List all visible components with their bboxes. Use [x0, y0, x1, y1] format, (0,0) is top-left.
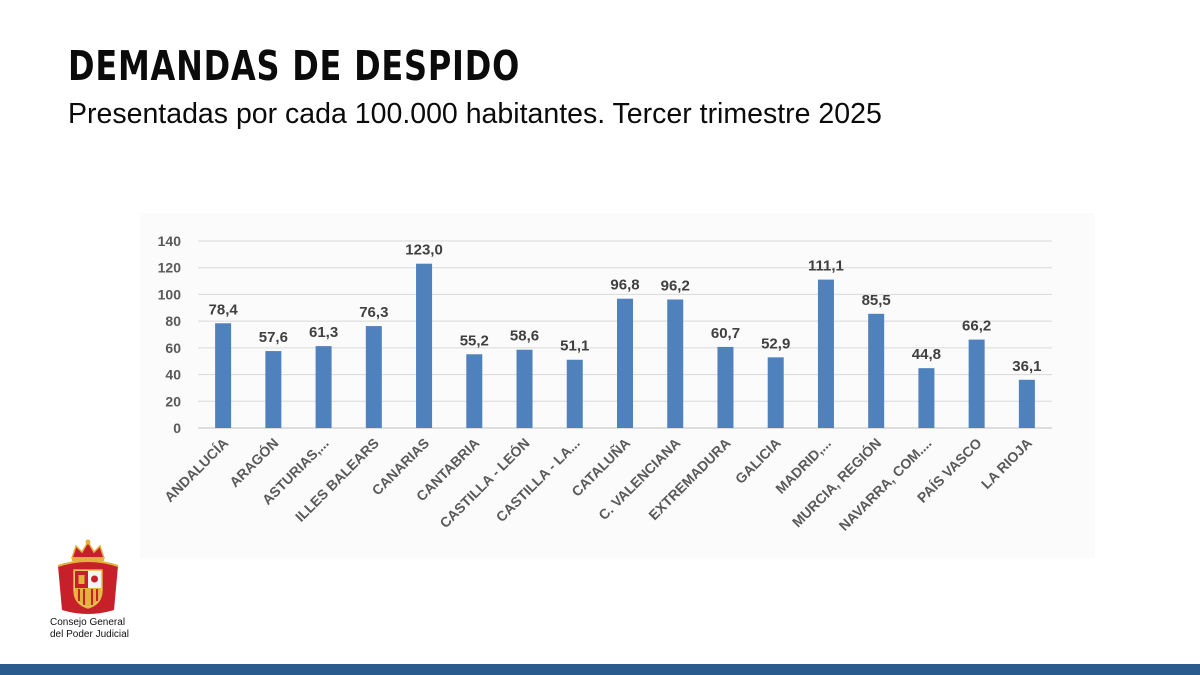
y-tick-label: 120 — [158, 260, 182, 276]
bar — [968, 339, 985, 428]
data-label: 58,6 — [510, 328, 539, 345]
data-label: 76,3 — [359, 304, 388, 321]
bar — [466, 354, 483, 428]
x-tick-label: ANDALUCÍA — [161, 435, 231, 505]
x-tick-label: CASTILLA - LA... — [493, 435, 583, 525]
data-label: 61,3 — [309, 324, 338, 341]
logo-caption: Consejo General del Poder Judicial — [50, 617, 129, 641]
y-tick-label: 100 — [158, 286, 182, 302]
coat-of-arms-icon — [57, 539, 119, 614]
bar — [617, 298, 633, 428]
y-tick-label: 20 — [165, 393, 181, 409]
bar — [767, 357, 784, 428]
y-tick-label: 140 — [158, 233, 182, 249]
data-label: 85,5 — [862, 292, 891, 309]
y-tick-label: 40 — [165, 367, 181, 383]
data-label: 51,1 — [560, 338, 589, 355]
bar — [918, 368, 935, 428]
bar — [817, 279, 834, 428]
data-label: 44,8 — [912, 346, 941, 363]
data-label: 55,2 — [460, 332, 489, 349]
bar — [1018, 379, 1035, 428]
x-tick-label: MURCIA, REGIÓN — [788, 434, 884, 530]
data-label: 66,2 — [962, 318, 991, 335]
data-label: 96,8 — [610, 277, 639, 294]
page-title: DEMANDAS DE DESPIDO — [68, 42, 521, 90]
logo-caption-line2: del Poder Judicial — [50, 629, 129, 640]
bar — [667, 299, 684, 428]
bar — [315, 346, 332, 428]
y-tick-label: 60 — [165, 340, 181, 356]
data-label: 123,0 — [405, 242, 443, 259]
x-tick-label: LA RIOJA — [978, 435, 1035, 492]
data-label: 36,1 — [1012, 358, 1041, 375]
y-tick-label: 80 — [165, 313, 181, 329]
data-label: 52,9 — [761, 335, 790, 352]
logo-caption-line1: Consejo General — [50, 617, 126, 628]
chart-panel: 0 20 40 60 80 100 120 140 78,4 ANDALUCÍA 57,6 ARAGÓ… — [140, 213, 1095, 558]
x-tick-label: CASTILLA - LEÓN — [436, 434, 533, 531]
bar — [868, 313, 885, 428]
data-label: 60,7 — [711, 325, 740, 342]
data-label: 57,6 — [259, 329, 288, 346]
x-tick-label: GALICIA — [732, 435, 784, 487]
data-label: 78,4 — [209, 301, 239, 318]
bar — [416, 263, 433, 428]
bar — [265, 351, 282, 428]
bottom-bar — [0, 664, 1200, 675]
data-label: 96,2 — [661, 278, 690, 295]
y-tick-label: 0 — [173, 420, 181, 436]
bar — [365, 326, 382, 428]
bar-chart: 02040608010012014078,4ANDALUCÍA57,6ARAGÓ… — [158, 233, 1052, 534]
bar — [516, 349, 533, 428]
bar — [215, 323, 232, 428]
bar — [566, 359, 583, 428]
x-tick-label: ILLES BALEARS — [292, 435, 382, 525]
page-subtitle: Presentadas por cada 100.000 habitantes.… — [68, 98, 882, 130]
cgpj-logo — [48, 538, 128, 623]
bar — [717, 346, 734, 428]
x-tick-label: NAVARRA, COM.... — [836, 435, 935, 534]
data-label: 111,1 — [808, 258, 844, 275]
